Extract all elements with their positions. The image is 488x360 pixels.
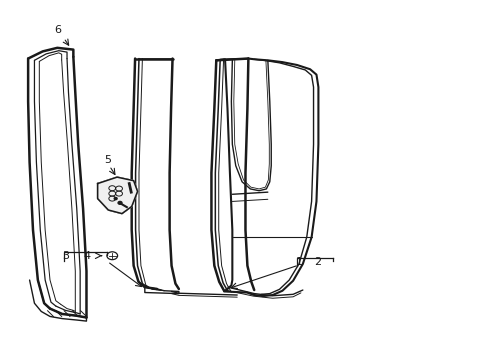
Text: 4: 4 — [83, 251, 90, 261]
Circle shape — [114, 198, 117, 200]
Circle shape — [118, 202, 122, 204]
Text: 6: 6 — [54, 25, 61, 35]
Text: 3: 3 — [62, 251, 69, 261]
Text: 5: 5 — [103, 155, 111, 165]
Polygon shape — [98, 177, 137, 213]
Text: 2: 2 — [313, 257, 320, 267]
Text: 1: 1 — [295, 257, 302, 267]
